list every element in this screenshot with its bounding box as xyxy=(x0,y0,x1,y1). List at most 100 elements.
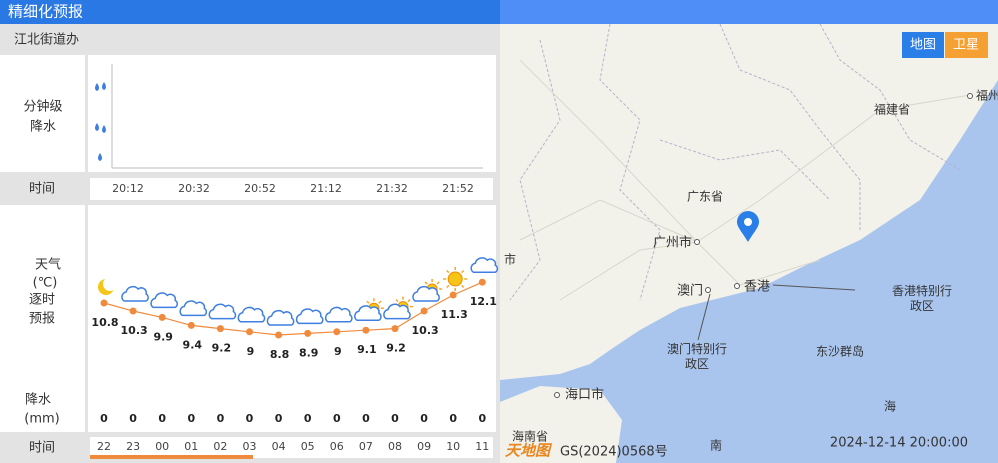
temp-label: 9.9 xyxy=(153,330,173,343)
weather-icon xyxy=(470,257,499,273)
satellite-button-label[interactable]: 卫星 xyxy=(953,38,979,53)
temp-point xyxy=(275,331,283,339)
minute-time: 20:52 xyxy=(244,182,276,195)
hour-label: 22 xyxy=(97,440,111,453)
cloud xyxy=(412,285,440,302)
city-dot xyxy=(694,239,700,245)
progress-bar xyxy=(90,455,253,459)
weather-icon xyxy=(354,298,384,321)
hour-label: 05 xyxy=(301,440,315,453)
weather-label: 预报 xyxy=(29,312,55,327)
precip-value: 0 xyxy=(129,412,137,425)
map-button-label[interactable]: 地图 xyxy=(910,38,936,53)
weather-icon xyxy=(383,296,413,320)
temp-label: 9.2 xyxy=(386,342,406,355)
precip-value: 0 xyxy=(275,412,283,425)
city-dot xyxy=(705,287,711,293)
map-button[interactable] xyxy=(902,32,944,58)
leader-line xyxy=(697,293,711,341)
weather-label: 天气 xyxy=(35,257,61,273)
map-sea xyxy=(500,80,998,463)
map-label: 海 xyxy=(884,399,896,414)
hour-label: 08 xyxy=(388,440,402,453)
precip-value: 0 xyxy=(158,412,166,425)
hour-label: 00 xyxy=(155,440,169,453)
map-approval: GS(2024)0568号 xyxy=(560,445,668,460)
sun-ray xyxy=(378,300,382,304)
sun-ray xyxy=(446,284,450,289)
weather-icon xyxy=(237,306,266,323)
moon-cut xyxy=(103,277,117,291)
temp-point xyxy=(333,328,341,336)
label-cell xyxy=(0,205,85,432)
temp-label: 8.8 xyxy=(270,348,290,361)
header-bar xyxy=(0,0,500,24)
precip-label: 降水 xyxy=(25,393,51,408)
weather-icon xyxy=(208,303,237,320)
precip-value: 0 xyxy=(246,412,254,425)
sun-ray xyxy=(461,284,465,289)
time-label: 时间 xyxy=(29,441,55,456)
map-label: 香港 xyxy=(744,280,770,295)
temp-point xyxy=(187,321,195,329)
map-label: 广州市 xyxy=(653,235,692,251)
precip-value: 0 xyxy=(478,412,486,425)
map-label: 东沙群岛 xyxy=(816,344,864,359)
location-pin[interactable] xyxy=(737,211,759,242)
time-label: 时间 xyxy=(29,182,55,197)
hour-label: 04 xyxy=(272,440,286,453)
sun-ray xyxy=(424,281,428,285)
header-bar-right xyxy=(500,0,998,24)
cloud xyxy=(237,306,266,323)
precip-value: 0 xyxy=(449,412,457,425)
rain-intensity-icons xyxy=(95,82,106,161)
map-label: 香港特别行政区 xyxy=(892,283,952,313)
map-label: 海口市 xyxy=(565,387,604,403)
precip-value: 0 xyxy=(187,412,195,425)
temp-label: 11.3 xyxy=(441,308,468,321)
weather-icon xyxy=(266,309,295,326)
map-label: 福州 xyxy=(976,88,998,103)
weather-icon xyxy=(443,267,468,291)
sun-ray xyxy=(366,300,370,304)
cloud xyxy=(150,292,179,309)
city-dot xyxy=(554,392,560,398)
temp-label: 9 xyxy=(247,345,255,358)
map-label: 海南省 xyxy=(512,429,548,444)
minute-time: 21:12 xyxy=(310,182,342,195)
leader-line xyxy=(772,284,856,291)
hour-label: 07 xyxy=(359,440,373,453)
hour-label: 23 xyxy=(126,440,140,453)
temp-point xyxy=(420,307,428,315)
time-row xyxy=(90,178,493,200)
map-boundaries xyxy=(509,23,961,301)
temp-label: 9.2 xyxy=(212,342,232,355)
map-label: 澳门 xyxy=(677,283,703,299)
precip-label: (mm) xyxy=(24,412,59,427)
sun-ray xyxy=(446,269,450,274)
weather-icon xyxy=(324,306,353,323)
temp-point xyxy=(478,278,486,286)
map-label: 南 xyxy=(710,438,722,453)
precip-value: 0 xyxy=(333,412,341,425)
temp-point xyxy=(216,325,224,333)
temp-label: 9 xyxy=(334,345,342,358)
header-title: 精细化预报 xyxy=(8,3,83,21)
minute-time: 20:12 xyxy=(112,182,144,195)
weather-icon xyxy=(150,292,179,309)
map-island xyxy=(500,386,622,463)
map-logo: 天地图 xyxy=(505,442,553,460)
cloud xyxy=(266,309,295,326)
hour-row xyxy=(90,437,493,458)
temp-point xyxy=(158,313,166,321)
weather-icon xyxy=(295,308,324,325)
cloud xyxy=(295,308,324,325)
precip-value: 0 xyxy=(362,412,370,425)
hour-label: 02 xyxy=(213,440,227,453)
temp-point xyxy=(304,329,312,337)
hour-label: 11 xyxy=(475,440,489,453)
temp-label: 8.9 xyxy=(299,346,319,359)
cloud xyxy=(383,303,411,320)
satellite-button[interactable] xyxy=(945,32,988,58)
location-name: 江北街道办 xyxy=(14,33,79,48)
